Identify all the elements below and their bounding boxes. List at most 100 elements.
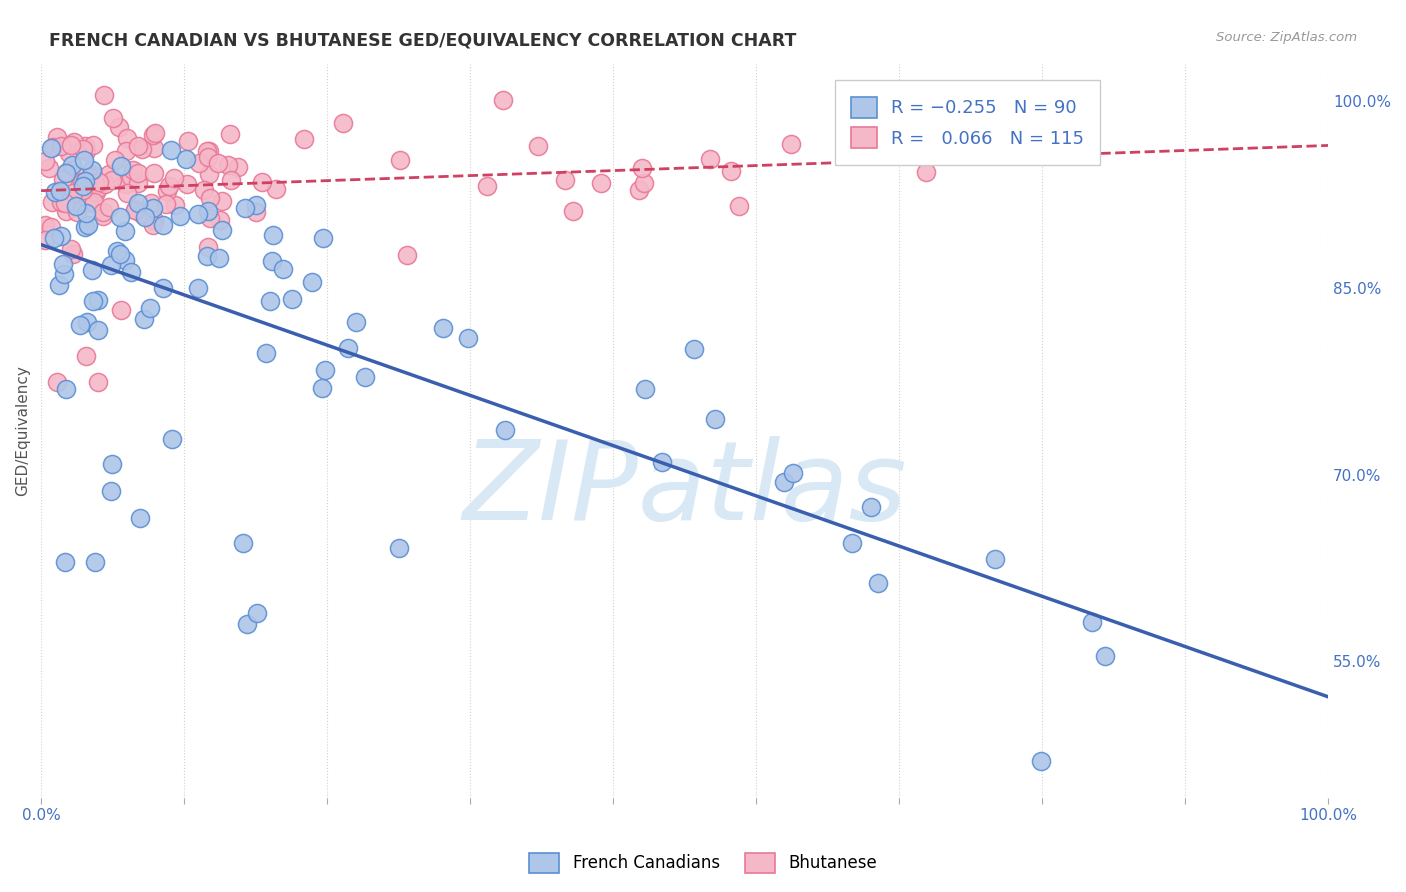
- Point: [114, 253, 136, 268]
- Point: [727, 199, 749, 213]
- Point: [139, 301, 162, 316]
- Point: [337, 341, 360, 355]
- Point: [127, 166, 149, 180]
- Point: [841, 536, 863, 550]
- Point: [197, 203, 219, 218]
- Point: [114, 224, 136, 238]
- Point: [984, 552, 1007, 566]
- Point: [72, 142, 94, 156]
- Point: [76, 218, 98, 232]
- Point: [55, 166, 77, 180]
- Point: [124, 202, 146, 217]
- Point: [860, 500, 883, 515]
- Point: [193, 183, 215, 197]
- Point: [115, 186, 138, 200]
- Point: [187, 281, 209, 295]
- Point: [245, 205, 267, 219]
- Point: [143, 165, 166, 179]
- Point: [100, 484, 122, 499]
- Point: [388, 541, 411, 556]
- Point: [104, 153, 127, 167]
- Point: [52, 172, 75, 186]
- Point: [197, 240, 219, 254]
- Point: [73, 174, 96, 188]
- Point: [311, 381, 333, 395]
- Point: [114, 177, 136, 191]
- Point: [633, 382, 655, 396]
- Point: [79, 170, 101, 185]
- Point: [200, 191, 222, 205]
- Point: [432, 320, 454, 334]
- Point: [1080, 615, 1102, 629]
- Point: [188, 156, 211, 170]
- Point: [59, 191, 82, 205]
- Point: [49, 229, 72, 244]
- Point: [46, 130, 69, 145]
- Point: [177, 134, 200, 148]
- Point: [131, 206, 153, 220]
- Point: [232, 535, 254, 549]
- Point: [108, 210, 131, 224]
- Point: [174, 152, 197, 166]
- Point: [82, 138, 104, 153]
- Point: [53, 555, 76, 569]
- Point: [59, 242, 82, 256]
- Point: [41, 140, 63, 154]
- Point: [60, 137, 83, 152]
- Point: [115, 130, 138, 145]
- Point: [254, 346, 277, 360]
- Point: [72, 153, 94, 168]
- Point: [633, 176, 655, 190]
- Point: [211, 223, 233, 237]
- Point: [83, 195, 105, 210]
- Point: [91, 205, 114, 219]
- Point: [76, 315, 98, 329]
- Point: [58, 145, 80, 160]
- Point: [233, 202, 256, 216]
- Point: [683, 342, 706, 356]
- Point: [156, 184, 179, 198]
- Point: [108, 120, 131, 134]
- Point: [80, 163, 103, 178]
- Point: [163, 170, 186, 185]
- Text: FRENCH CANADIAN VS BHUTANESE GED/EQUIVALENCY CORRELATION CHART: FRENCH CANADIAN VS BHUTANESE GED/EQUIVAL…: [49, 31, 797, 49]
- Point: [34, 218, 56, 232]
- Point: [75, 144, 97, 158]
- Point: [207, 155, 229, 169]
- Point: [69, 318, 91, 332]
- Point: [38, 161, 60, 175]
- Point: [65, 199, 87, 213]
- Point: [264, 182, 287, 196]
- Point: [128, 511, 150, 525]
- Point: [39, 219, 62, 234]
- Point: [866, 575, 889, 590]
- Point: [75, 206, 97, 220]
- Point: [246, 607, 269, 621]
- Point: [332, 116, 354, 130]
- Point: [120, 169, 142, 184]
- Text: ZIPatlas: ZIPatlas: [463, 436, 907, 543]
- Point: [75, 138, 97, 153]
- Point: [60, 158, 83, 172]
- Point: [51, 195, 73, 210]
- Point: [141, 201, 163, 215]
- Point: [120, 265, 142, 279]
- Point: [1094, 648, 1116, 663]
- Point: [62, 186, 84, 200]
- Point: [94, 178, 117, 192]
- Point: [163, 198, 186, 212]
- Point: [134, 210, 156, 224]
- Point: [589, 176, 612, 190]
- Point: [301, 275, 323, 289]
- Point: [389, 153, 412, 167]
- Point: [52, 257, 75, 271]
- Point: [142, 141, 165, 155]
- Point: [75, 349, 97, 363]
- Point: [100, 258, 122, 272]
- Point: [245, 197, 267, 211]
- Point: [631, 161, 654, 175]
- Point: [142, 128, 165, 142]
- Point: [197, 151, 219, 165]
- Point: [271, 262, 294, 277]
- Point: [122, 162, 145, 177]
